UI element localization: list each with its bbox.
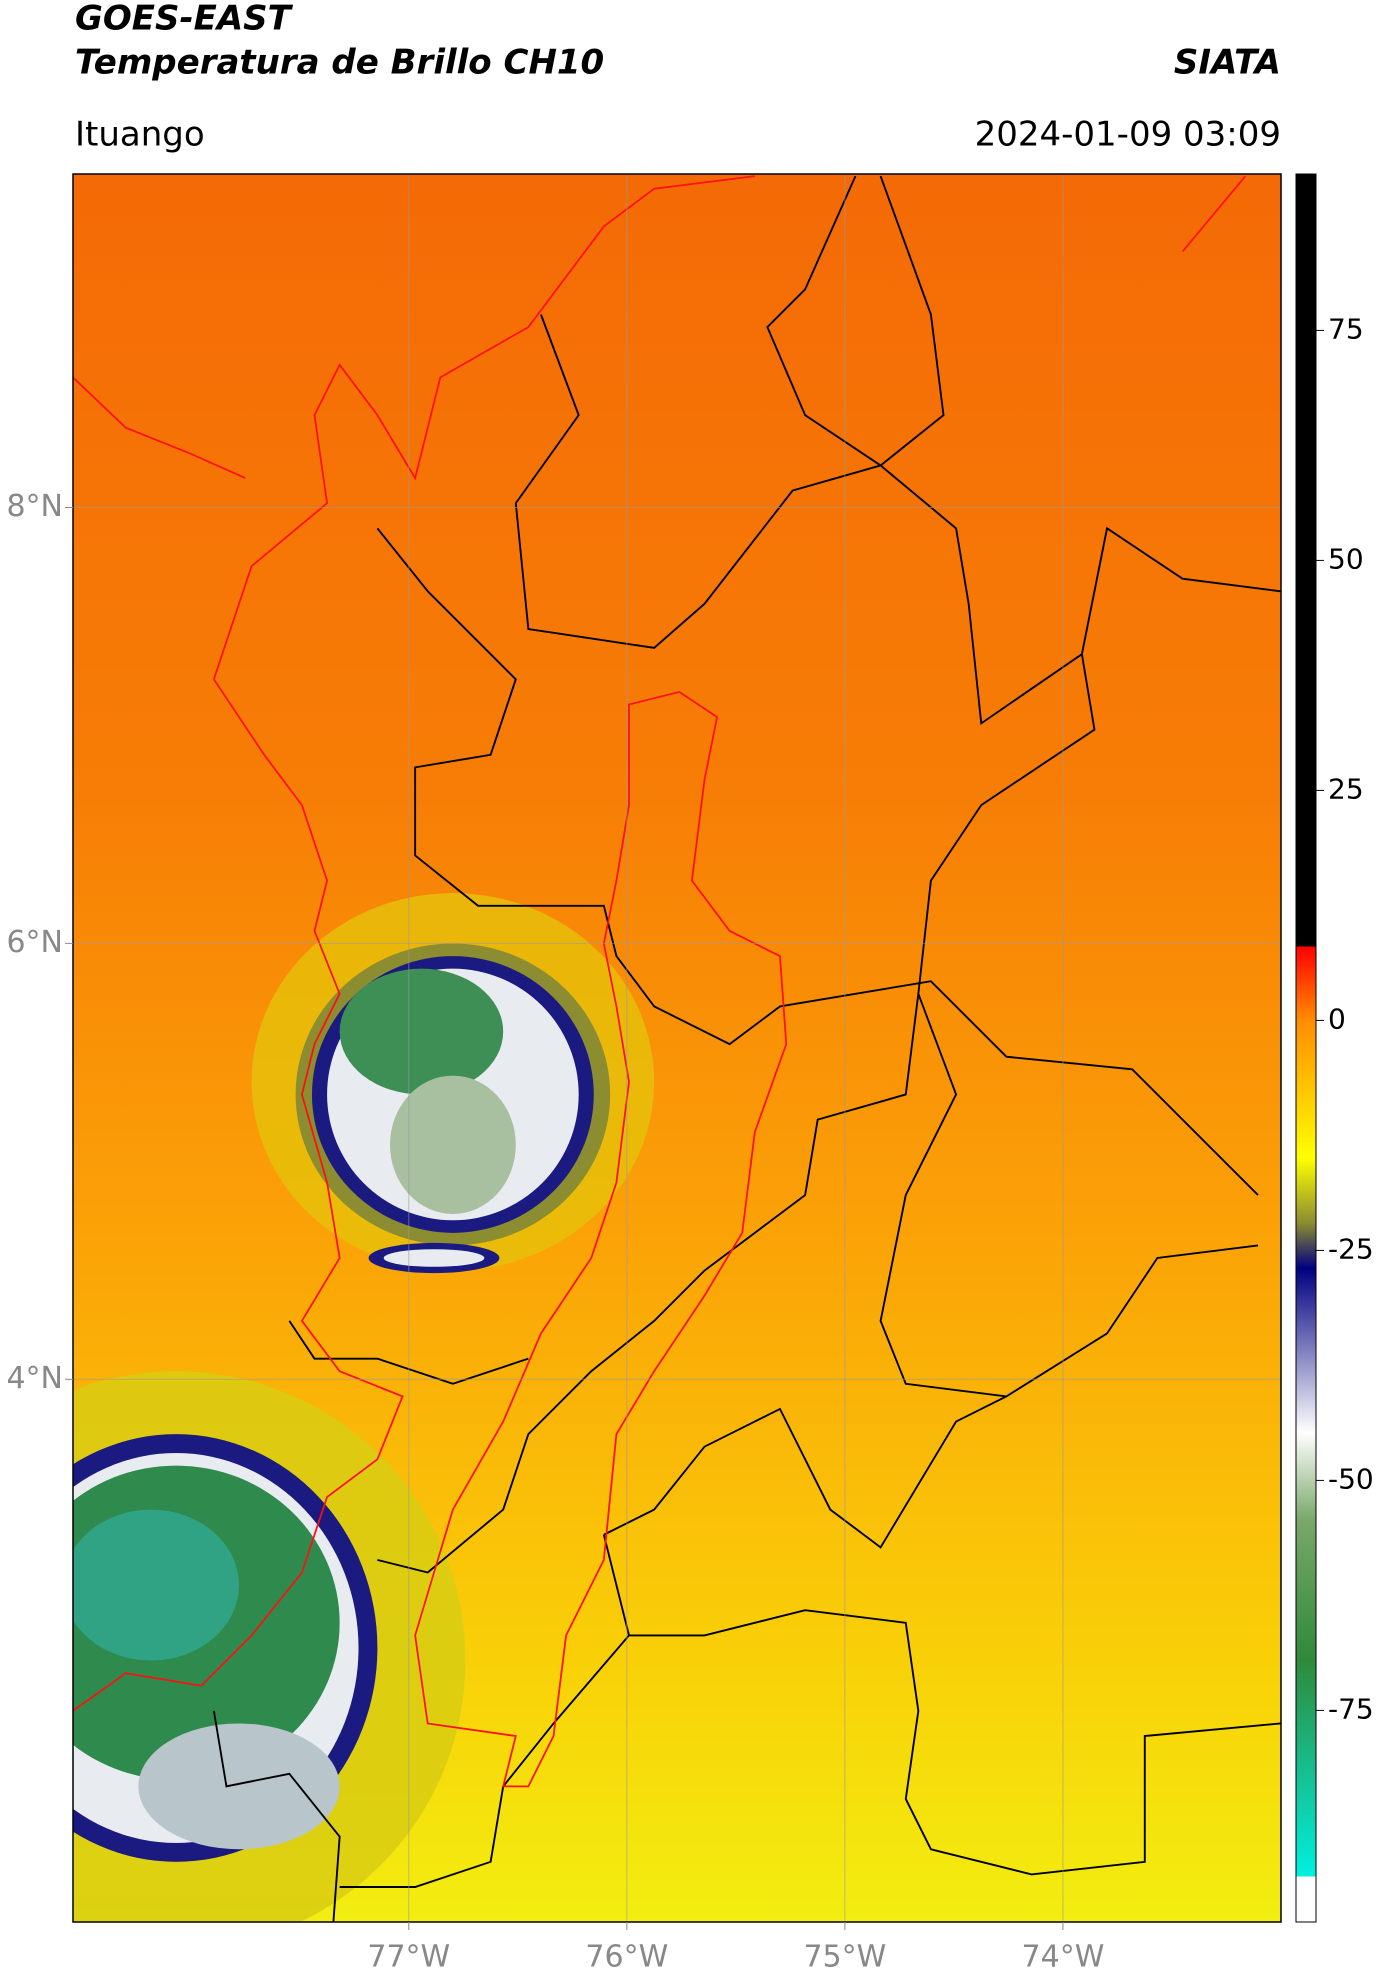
y-tick-label: 8°N [6, 489, 63, 524]
timestamp: 2024-01-09 03:09 [975, 115, 1281, 155]
region: Ituango [75, 115, 205, 155]
y-tick-label: 4°N [6, 1361, 63, 1396]
colorbar-tick-label: 0 [1328, 1002, 1346, 1035]
y-tick-label: 6°N [6, 925, 63, 960]
colorbar-tick-label: -75 [1328, 1692, 1374, 1725]
map [73, 174, 1281, 1922]
x-tick-label: 77°W [367, 1940, 450, 1975]
admin-borders [212, 175, 1281, 1922]
x-tick-label: 74°W [1022, 1940, 1105, 1975]
grid [73, 174, 1281, 1922]
agency: SIATA [1174, 43, 1281, 83]
colorbar-tick-label: -50 [1328, 1462, 1374, 1495]
colorbar-tick-label: 50 [1328, 542, 1364, 575]
x-tick-label: 75°W [803, 1940, 886, 1975]
product: Temperatura de Brillo CH10 [75, 43, 604, 83]
ticks: 77°W 76°W 75°W 74°W 4°N 6°N 8°N -75 -50 -25 0 25 50 7… [6, 312, 1373, 1974]
satellite: GOES-EAST [75, 0, 294, 39]
colorbar [1295, 173, 1317, 1923]
colorbar-tick-label: 25 [1328, 772, 1364, 805]
colorbar-tick-label: 75 [1328, 312, 1364, 345]
map-frame [72, 173, 1282, 1923]
colorbar-tick-label: -25 [1328, 1232, 1374, 1265]
imagery [73, 893, 655, 1922]
x-tick-label: 76°W [585, 1940, 668, 1975]
